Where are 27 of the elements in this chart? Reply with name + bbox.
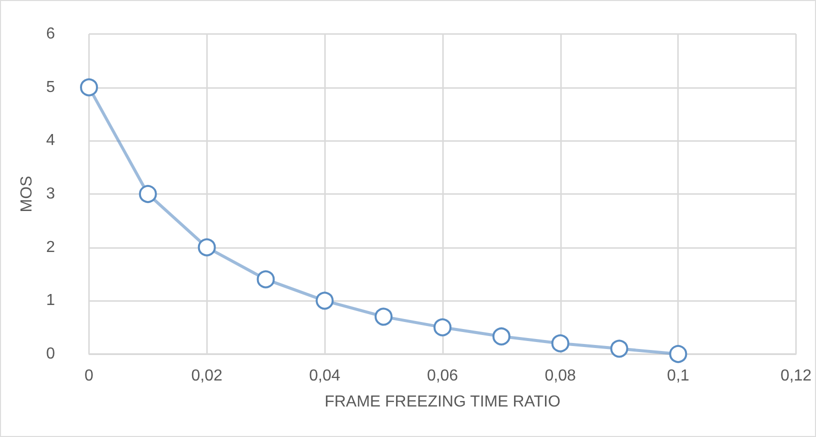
x-tick-label: 0,1 <box>667 368 690 384</box>
x-axis-title: FRAME FREEZING TIME RATIO <box>324 394 560 410</box>
point <box>669 345 688 363</box>
y-tick-label: 3 <box>46 186 56 202</box>
point <box>80 78 98 96</box>
y-tick-label: 2 <box>46 238 56 256</box>
x-tick-label: 0,12 <box>780 368 812 384</box>
y-tick-label: 1 <box>46 292 56 310</box>
point <box>198 238 216 256</box>
x-tick-label: 0,08 <box>544 368 576 384</box>
x-tick-label: 0,02 <box>191 368 223 384</box>
point <box>138 185 157 203</box>
point <box>610 340 628 358</box>
point <box>492 327 510 346</box>
point <box>434 318 452 336</box>
point <box>256 270 275 288</box>
x-tick-label: 0 <box>84 368 94 384</box>
y-tick-label: 5 <box>46 78 56 96</box>
point <box>374 308 393 326</box>
x-tick-label: 0,04 <box>309 368 340 384</box>
y-axis-title: MOS <box>18 176 36 212</box>
y-tick-label: 4 <box>46 132 56 150</box>
x-tick-label: 0,06 <box>426 368 458 384</box>
y-tick-label: 6 <box>46 26 56 42</box>
point <box>316 292 334 310</box>
y-tick-label: 0 <box>46 346 56 362</box>
point <box>551 334 570 352</box>
